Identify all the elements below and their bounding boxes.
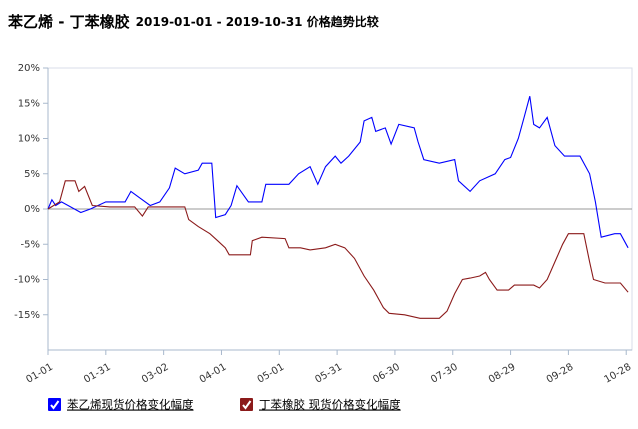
x-tick-label: 06-30 [371,362,402,386]
x-tick-label: 07-30 [429,362,460,386]
y-tick-label: -10% [14,275,40,286]
y-tick-label: 10% [18,134,40,145]
x-tick-label: 05-01 [256,362,287,386]
chart-title: 苯乙烯 - 丁苯橡胶 2019-01-01 - 2019-10-31 价格趋势比较 [7,13,379,31]
title-sub: 2019-01-01 - 2019-10-31 价格趋势比较 [136,14,379,29]
legend-checkbox[interactable] [48,398,61,411]
title-main: 苯乙烯 - 丁苯橡胶 [7,13,130,31]
legend-check [242,400,252,410]
legend-check [50,400,60,410]
series-line [47,180,629,319]
x-tick-label: 04-01 [198,362,229,386]
legend-label[interactable]: 丁苯橡胶 现货价格变化幅度 [259,398,401,412]
y-tick-label: -15% [14,310,40,321]
x-tick-label: 08-29 [487,362,518,386]
series-line [47,96,629,249]
legend-checkbox[interactable] [240,398,253,411]
y-tick-label: -5% [21,239,40,250]
y-tick-label: 20% [18,63,40,74]
y-tick-label: 0% [24,204,40,215]
x-tick-label: 10-28 [603,362,634,386]
x-tick-label: 03-02 [140,362,171,386]
y-tick-label: 5% [24,169,40,180]
x-tick-label: 09-28 [545,362,576,386]
x-tick-label: 01-31 [82,362,113,386]
legend-label[interactable]: 苯乙烯现货价格变化幅度 [67,398,194,412]
x-tick-label: 05-31 [313,362,344,386]
x-tick-label: 01-01 [24,362,55,386]
y-tick-label: 15% [18,98,40,109]
